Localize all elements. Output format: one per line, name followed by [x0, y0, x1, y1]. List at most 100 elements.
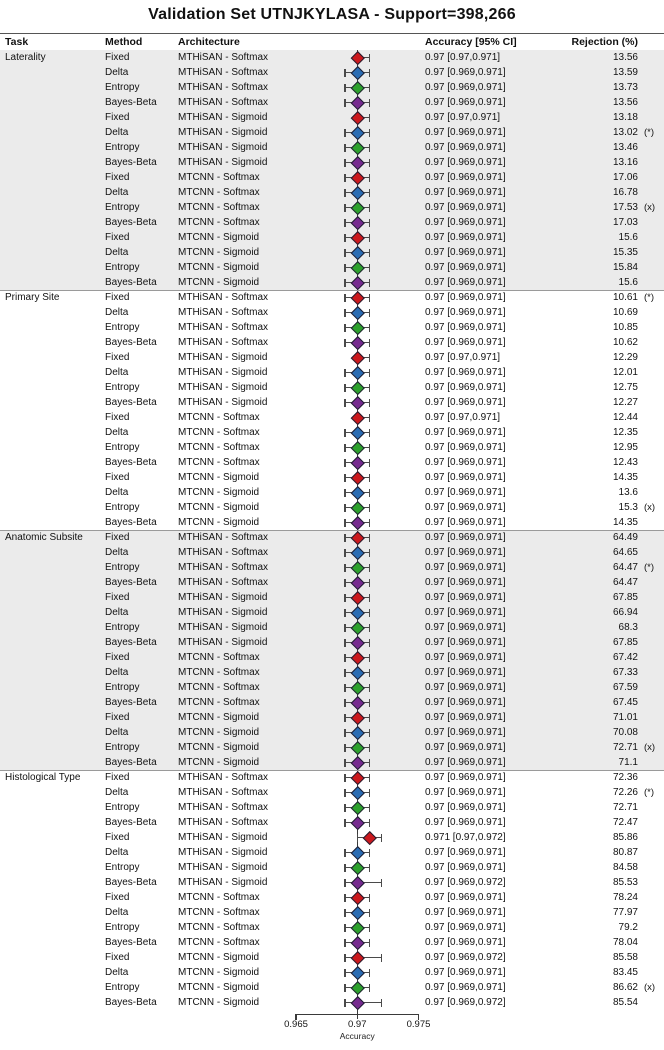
- error-bar-cap-left: [344, 383, 346, 392]
- method-label: Delta: [105, 847, 129, 858]
- diamond-marker: [350, 665, 364, 680]
- accuracy-ci-value: 0.97 [0.969,0.971]: [425, 802, 506, 813]
- diamond-marker: [350, 920, 364, 935]
- method-label: Delta: [105, 787, 129, 798]
- error-bar-cap-right: [368, 308, 371, 317]
- table-row: Entropy MTCNN - Sigmoid 0.97 [0.969,0.97…: [0, 740, 664, 755]
- architecture-label: MTHiSAN - Sigmoid: [178, 352, 268, 363]
- error-bar-cap-left: [344, 623, 346, 632]
- accuracy-ci-value: 0.97 [0.969,0.971]: [425, 667, 506, 678]
- method-label: Entropy: [105, 922, 140, 933]
- rejection-value: 67.85: [612, 592, 638, 603]
- error-bar-cap-left: [344, 443, 346, 452]
- architecture-label: MTHiSAN - Softmax: [178, 577, 269, 588]
- diamond-marker: [350, 215, 364, 230]
- accuracy-ci-value: 0.97 [0.969,0.971]: [425, 772, 506, 783]
- error-bar-cap-right: [368, 533, 371, 542]
- accuracy-ci-value: 0.97 [0.969,0.971]: [425, 922, 506, 933]
- flag-annotation: (*): [644, 562, 655, 573]
- diamond-marker: [350, 545, 364, 560]
- x-axis-tick-label: 0.965: [284, 1019, 308, 1030]
- diamond-marker: [350, 155, 364, 170]
- error-bar-cap-right: [368, 278, 371, 287]
- method-label: Bayes-Beta: [105, 397, 157, 408]
- table-row: Bayes-Beta MTCNN - Softmax 0.97 [0.969,0…: [0, 935, 664, 950]
- table-row: Bayes-Beta MTCNN - Sigmoid 0.97 [0.969,0…: [0, 515, 664, 530]
- method-label: Bayes-Beta: [105, 517, 157, 528]
- method-label: Bayes-Beta: [105, 457, 157, 468]
- method-label: Fixed: [105, 652, 130, 663]
- error-bar-cap-left: [344, 983, 346, 992]
- error-bar-cap-left: [344, 848, 346, 857]
- error-bar-cap-right: [368, 53, 371, 62]
- accuracy-ci-value: 0.97 [0.969,0.972]: [425, 877, 506, 888]
- error-bar-cap-right: [381, 833, 383, 842]
- table-row: Delta MTCNN - Softmax 0.97 [0.969,0.971]…: [0, 425, 664, 440]
- table-row: Bayes-Beta MTCNN - Softmax 0.97 [0.969,0…: [0, 215, 664, 230]
- architecture-label: MTCNN - Sigmoid: [178, 247, 260, 258]
- rejection-value: 85.53: [612, 877, 638, 888]
- error-bar-cap-left: [344, 578, 346, 587]
- error-bar-cap-left: [344, 188, 346, 197]
- architecture-label: MTCNN - Sigmoid: [178, 232, 260, 243]
- table-row: Fixed MTCNN - Sigmoid 0.97 [0.969,0.971]…: [0, 470, 664, 485]
- architecture-label: MTHiSAN - Softmax: [178, 802, 269, 813]
- table-row: Bayes-Beta MTCNN - Sigmoid 0.97 [0.969,0…: [0, 995, 664, 1010]
- error-bar-cap-right: [368, 578, 371, 587]
- error-bar-cap-right: [368, 983, 371, 992]
- method-label: Fixed: [105, 172, 130, 183]
- method-label: Delta: [105, 187, 129, 198]
- rejection-value: 13.59: [612, 67, 638, 78]
- rejection-value: 78.24: [612, 892, 638, 903]
- diamond-marker: [350, 110, 364, 125]
- table-row: Entropy MTHiSAN - Sigmoid 0.97 [0.969,0.…: [0, 140, 664, 155]
- error-bar-cap-left: [344, 698, 346, 707]
- table-row: Delta MTCNN - Sigmoid 0.97 [0.969,0.971]…: [0, 965, 664, 980]
- x-axis-tick: [295, 1014, 297, 1020]
- error-bar-cap-left: [344, 248, 346, 257]
- diamond-marker: [350, 80, 364, 95]
- accuracy-ci-value: 0.97 [0.969,0.971]: [425, 892, 506, 903]
- error-bar-cap-right: [368, 818, 371, 827]
- error-bar-cap-right: [368, 548, 371, 557]
- architecture-label: MTHiSAN - Sigmoid: [178, 142, 268, 153]
- rejection-value: 17.53: [612, 202, 638, 213]
- rejection-value: 12.75: [612, 382, 638, 393]
- rejection-value: 66.94: [612, 607, 638, 618]
- table-body: Laterality Fixed MTHiSAN - Softmax 0.97 …: [0, 50, 664, 1010]
- error-bar-cap-right: [368, 623, 371, 632]
- table-row: Fixed MTHiSAN - Sigmoid 0.97 [0.97,0.971…: [0, 110, 664, 125]
- method-label: Entropy: [105, 682, 140, 693]
- architecture-label: MTCNN - Softmax: [178, 217, 260, 228]
- diamond-marker: [350, 455, 364, 470]
- diamond-marker: [350, 725, 364, 740]
- method-label: Bayes-Beta: [105, 817, 157, 828]
- rejection-value: 72.71: [612, 802, 638, 813]
- accuracy-ci-value: 0.97 [0.969,0.971]: [425, 982, 506, 993]
- error-bar-cap-right: [368, 203, 371, 212]
- diamond-marker: [350, 515, 364, 530]
- error-bar-cap-left: [344, 548, 346, 557]
- rejection-value: 70.08: [612, 727, 638, 738]
- error-bar-cap-left: [344, 683, 346, 692]
- table-row: Entropy MTHiSAN - Softmax 0.97 [0.969,0.…: [0, 80, 664, 95]
- architecture-label: MTHiSAN - Softmax: [178, 322, 269, 333]
- method-label: Fixed: [105, 592, 130, 603]
- architecture-label: MTCNN - Softmax: [178, 187, 260, 198]
- diamond-marker: [350, 425, 364, 440]
- rejection-value: 15.3: [618, 502, 638, 513]
- architecture-label: MTHiSAN - Sigmoid: [178, 622, 268, 633]
- error-bar-cap-right: [368, 788, 371, 797]
- architecture-label: MTCNN - Sigmoid: [178, 757, 260, 768]
- accuracy-ci-value: 0.97 [0.97,0.971]: [425, 412, 501, 423]
- error-bar-cap-right: [368, 248, 371, 257]
- accuracy-ci-value: 0.97 [0.969,0.971]: [425, 697, 506, 708]
- accuracy-ci-value: 0.97 [0.969,0.971]: [425, 187, 506, 198]
- diamond-marker: [350, 695, 364, 710]
- accuracy-ci-value: 0.97 [0.969,0.971]: [425, 502, 506, 513]
- method-label: Bayes-Beta: [105, 937, 157, 948]
- accuracy-ci-value: 0.97 [0.969,0.972]: [425, 997, 506, 1008]
- accuracy-ci-value: 0.97 [0.969,0.971]: [425, 232, 506, 243]
- architecture-label: MTHiSAN - Softmax: [178, 562, 269, 573]
- table-row: Delta MTCNN - Sigmoid 0.97 [0.969,0.971]…: [0, 485, 664, 500]
